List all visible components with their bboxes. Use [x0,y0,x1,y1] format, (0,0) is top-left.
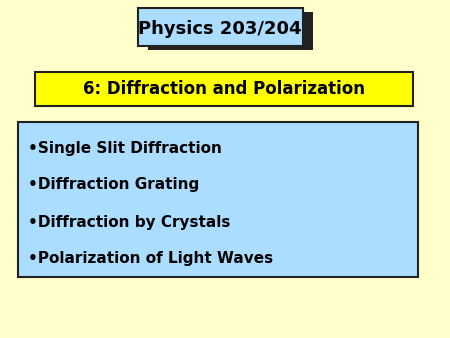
Text: •Diffraction by Crystals: •Diffraction by Crystals [28,215,230,230]
Text: •Single Slit Diffraction: •Single Slit Diffraction [28,141,222,155]
FancyBboxPatch shape [18,122,418,277]
Text: •Diffraction Grating: •Diffraction Grating [28,177,199,193]
Text: 6: Diffraction and Polarization: 6: Diffraction and Polarization [83,80,365,98]
FancyBboxPatch shape [35,72,413,106]
FancyBboxPatch shape [138,8,303,46]
FancyBboxPatch shape [148,12,313,50]
Text: Physics 203/204: Physics 203/204 [138,20,302,38]
Text: •Polarization of Light Waves: •Polarization of Light Waves [28,251,273,266]
